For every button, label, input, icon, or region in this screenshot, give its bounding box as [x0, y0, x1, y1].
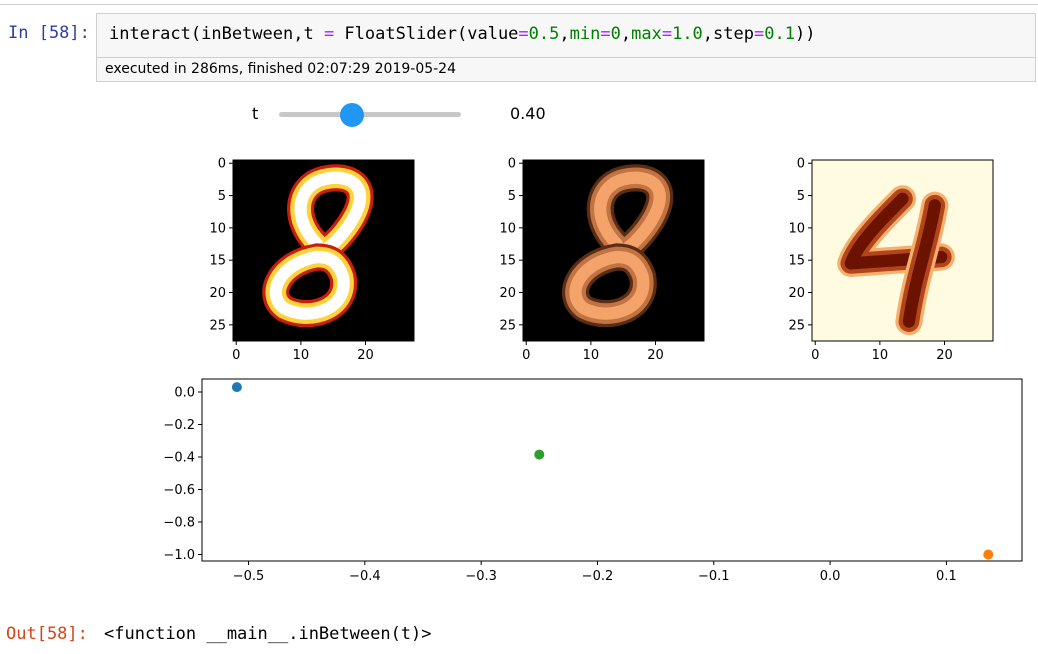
digit-panel-right-strokes	[837, 185, 955, 336]
scatter-x-tick-label: −0.3	[465, 569, 497, 584]
scatter-y-tick-label: −0.4	[163, 451, 195, 466]
image-y-tick-label: 15	[788, 254, 805, 269]
image-y-tick-label: 25	[499, 318, 516, 333]
code-token: interact(inBetween,t	[109, 24, 324, 44]
input-prompt: In [58]:	[8, 23, 90, 43]
image-x-tick-label: 0	[811, 348, 819, 363]
slider-handle[interactable]	[339, 103, 364, 127]
image-x-tick-label: 0	[522, 348, 530, 363]
image-x-tick-label: 20	[936, 348, 953, 363]
image-y-tick-label: 10	[499, 221, 516, 236]
output-prompt: Out[58]:	[6, 624, 88, 644]
scatter-y-tick-label: −1.0	[163, 548, 195, 563]
scatter-y-tick-label: −0.8	[163, 516, 195, 531]
code-builtin: max	[631, 24, 662, 44]
digit-panel-right-stroke-core	[844, 192, 948, 270]
slider-label: t	[252, 104, 259, 123]
digit-panel-left-frame	[232, 159, 415, 342]
digit-panel-middle-frame	[522, 159, 705, 342]
code-line[interactable]: interact(inBetween,t = FloatSlider(value…	[109, 24, 815, 44]
digit-panel-left	[229, 159, 415, 345]
code-operator: =	[661, 24, 673, 44]
scatter-x-tick-label: −0.5	[233, 569, 265, 584]
scatter-axes-frame	[201, 378, 1023, 562]
code-operator: =	[753, 24, 765, 44]
code-token: ))	[794, 24, 816, 44]
image-x-tick-label: 10	[872, 348, 889, 363]
slider-readout: 0.40	[510, 104, 546, 123]
digit-panel-left-strokes	[262, 164, 374, 328]
code-number: 0.1	[764, 24, 795, 44]
code-operator: =	[518, 24, 529, 44]
code-token: ,	[620, 24, 632, 44]
image-y-tick-label: 5	[797, 189, 805, 204]
image-y-tick-label: 10	[788, 221, 805, 236]
image-y-tick-label: 20	[788, 286, 805, 301]
image-x-tick-label: 20	[357, 348, 374, 363]
image-y-tick-label: 20	[499, 286, 516, 301]
digit-panel-left-stroke-core	[269, 250, 350, 320]
digit-panel-middle	[519, 159, 705, 345]
code-token: ,step	[702, 24, 754, 44]
scatter-x-tick-label: −0.4	[349, 569, 381, 584]
digit-panel-middle-stroke-core	[569, 250, 650, 320]
float-slider-widget[interactable]: t 0.40	[0, 96, 600, 132]
image-y-tick-label: 15	[499, 254, 516, 269]
code-token: FloatSlider(value	[334, 24, 519, 44]
image-y-tick-label: 15	[209, 254, 226, 269]
scatter-y-tick-label: −0.2	[163, 418, 195, 433]
image-y-tick-label: 0	[797, 157, 805, 172]
code-operator: =	[600, 24, 611, 44]
scatter-x-tick-label: 0.0	[820, 569, 841, 584]
image-x-tick-label: 0	[232, 348, 240, 363]
code-operator: =	[323, 24, 335, 44]
cell-top-border	[0, 4, 1038, 5]
image-y-tick-label: 5	[508, 189, 516, 204]
image-y-tick-label: 20	[209, 286, 226, 301]
code-number: 1.0	[672, 24, 703, 44]
code-token: ,	[559, 24, 570, 44]
image-x-tick-label: 20	[647, 348, 664, 363]
image-y-tick-label: 25	[788, 318, 805, 333]
scatter-point	[231, 382, 242, 393]
digit-panel-right	[808, 159, 994, 345]
scatter-x-tick-label: −0.2	[582, 569, 614, 584]
output-figure: 0 5 10 15 20 25 0 10 20 0 5 10 15 20 25 0 10 20 0 5 10 15 20 25…	[163, 157, 1023, 584]
digit-panel-left-stroke-core	[294, 171, 367, 264]
code-builtin: min	[569, 24, 601, 44]
scatter-x-tick-label: 0.1	[936, 569, 957, 584]
image-y-tick-label: 25	[209, 318, 226, 333]
code-number: 0	[610, 24, 621, 44]
image-x-tick-label: 10	[293, 348, 310, 363]
scatter-point	[534, 449, 545, 460]
code-number: 0.5	[528, 24, 560, 44]
digit-panel-middle-strokes	[562, 164, 674, 328]
scatter-x-tick-label: −0.1	[698, 569, 730, 584]
slider-track[interactable]	[279, 112, 461, 117]
digit-panel-right-stroke-core	[902, 199, 941, 328]
digit-panel-middle-stroke-core	[594, 171, 666, 264]
scatter-y-tick-label: 0.0	[174, 386, 195, 401]
digit-panel-right-frame	[811, 159, 994, 342]
scatter-point	[983, 549, 994, 560]
scatter-y-tick-label: −0.6	[163, 483, 195, 498]
image-y-tick-label: 0	[218, 157, 226, 172]
image-y-tick-label: 5	[218, 189, 226, 204]
code-cell-input[interactable]: interact(inBetween,t = FloatSlider(value…	[96, 13, 1036, 57]
image-x-tick-label: 10	[583, 348, 600, 363]
image-y-tick-label: 0	[508, 157, 516, 172]
image-y-tick-label: 10	[209, 221, 226, 236]
execution-info: executed in 286ms, finished 02:07:29 201…	[96, 57, 1036, 82]
output-text: <function __main__.inBetween(t)>	[104, 624, 432, 644]
